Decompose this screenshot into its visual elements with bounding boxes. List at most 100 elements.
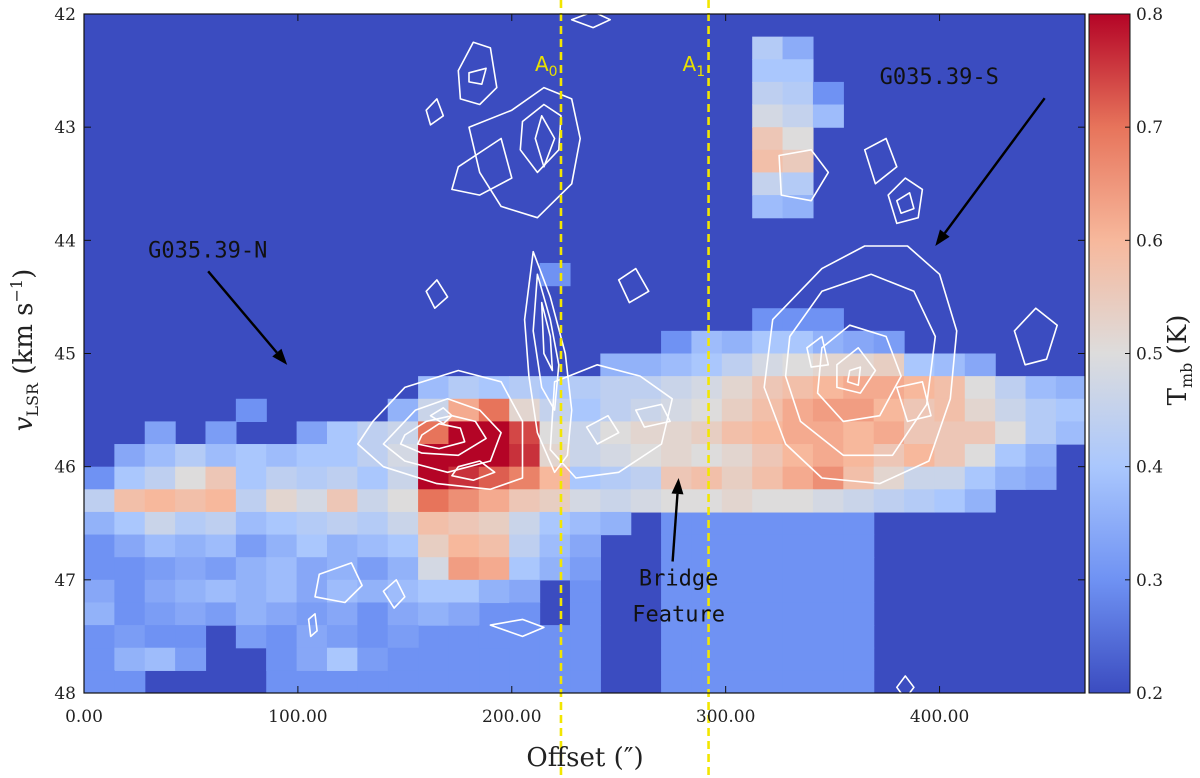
x-axis: 0.00 100.00 200.00 300.00 400.00 [65,14,969,727]
annotation-arrowhead [935,229,950,246]
contour-line [549,364,673,479]
heatmap-cell [418,625,450,649]
contour-line [519,103,562,174]
heatmap-cell [418,511,450,536]
heatmap-cell [782,625,814,649]
heatmap-cell [205,421,237,445]
heatmap-cell [752,59,784,83]
heatmap-cell [357,557,389,581]
annotation-arrowhead [671,477,684,495]
contour-line [887,177,924,225]
heatmap-cell [539,421,571,445]
contour-line [1013,307,1058,366]
heatmap-cell [357,466,389,490]
heatmap-cell [600,398,632,422]
heatmap-cell [904,489,936,513]
heatmap-cell [539,489,571,513]
heatmap-cell [84,602,115,626]
heatmap-cell [296,670,328,693]
heatmap-cell [326,625,358,649]
heatmap-cell [782,557,814,581]
contour-line [763,245,958,485]
heatmap-cell [235,534,267,558]
contour-line [468,67,487,85]
heatmap-cell [661,579,693,604]
y-axis-title-exp: −1 [7,279,26,303]
contour-line [532,273,560,411]
heatmap-cell [691,534,723,558]
marker-label-main: A [683,52,697,76]
heatmap-cell [569,444,601,468]
heatmap-cell [448,647,480,671]
heatmap-cell [752,149,784,174]
heatmap-cell [144,534,176,558]
heatmap-cell [782,421,814,445]
heatmap-cell [235,398,267,422]
heatmap-cell [296,511,328,536]
heatmap-cell [1025,376,1057,400]
heatmap-cell [144,602,176,626]
heatmap-cell [235,579,267,604]
marker-label-sub: 0 [549,64,558,80]
heatmap-cell [84,647,115,671]
heatmap-cell [752,466,784,490]
heatmap-cell [509,579,541,604]
heatmap-cell [873,489,905,513]
heatmap-cell [235,466,267,490]
heatmap-cell [721,330,753,355]
heatmap-cell [509,421,541,445]
heatmap-cell [478,557,510,581]
heatmap-cell [812,579,844,604]
heatmap-cell [964,444,996,468]
heatmap-cell [812,398,844,422]
heatmap-cell [600,466,632,490]
marker-lines: A0 A1 [535,0,710,778]
heatmap-cell [782,81,814,106]
heatmap-cell [721,647,753,671]
heatmap-cell [721,511,753,536]
annotation-label: Bridge [639,566,718,591]
heatmap-cell [752,36,784,60]
colorbar-tick-label: 0.2 [1136,684,1163,704]
y-tick-label: 42 [54,5,76,25]
heatmap-cell [357,511,389,536]
heatmap-cell [873,398,905,422]
colorbar-title: Tmb (K) [1163,315,1196,406]
heatmap-cell [600,511,632,536]
heatmap-cell [144,579,176,604]
annotation-label: Feature [632,602,725,627]
heatmap-cell [1055,376,1085,400]
heatmap-cell [1055,421,1085,445]
heatmap-cell [387,579,419,604]
heatmap-cell [721,398,753,422]
contour-line [896,675,915,693]
heatmap-cell [661,376,693,400]
contour-line [778,149,830,202]
heatmap-cell [691,557,723,581]
heatmap-cell [630,376,662,400]
heatmap-cell [539,262,571,287]
heatmap-cell [843,330,875,355]
heatmap-cell [752,489,784,513]
heatmap-cell [296,557,328,581]
heatmap-cell [418,466,450,490]
heatmap-cell [873,466,905,490]
heatmap-cell [175,511,207,536]
heatmap-cell [175,579,207,604]
heatmap-cell [144,466,176,490]
heatmap-cell [782,398,814,422]
annotation-arrow [671,493,679,562]
heatmap-cell [418,579,450,604]
heatmap-cell [600,421,632,445]
heatmap-cell [843,466,875,490]
heatmap-cell [843,489,875,513]
heatmap-cell [387,625,419,649]
heatmap-cell [782,534,814,558]
heatmap-cell [114,534,146,558]
heatmap-cell [175,557,207,581]
heatmap-cell [418,489,450,513]
heatmap-cell [691,444,723,468]
heatmap-cell [509,602,541,626]
heatmap-cell [843,534,875,558]
heatmap-cell [752,602,784,626]
